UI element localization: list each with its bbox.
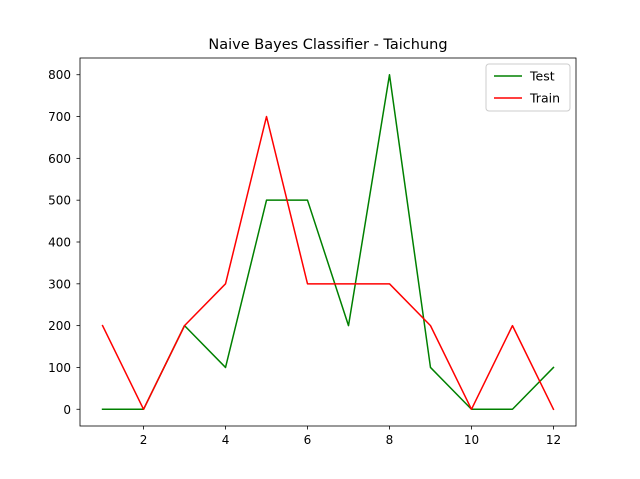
x-tick-label: 10 — [464, 433, 479, 447]
y-tick-label: 800 — [48, 68, 71, 82]
legend-label: Train — [529, 91, 560, 106]
axes-layer: 2 4 6 8 10 12 0 100 200 300 400 500 600 700 800 — [48, 57, 577, 447]
y-tick-label: 100 — [48, 361, 71, 375]
y-tick-label: 700 — [48, 110, 71, 124]
x-tick-label: 4 — [222, 433, 230, 447]
series-layer — [101, 73, 555, 411]
x-tick-label: 2 — [140, 433, 148, 447]
y-tick-label: 400 — [48, 236, 71, 250]
y-tick-label: 600 — [48, 152, 71, 166]
y-tick-label: 200 — [48, 319, 71, 333]
y-tick-label: 300 — [48, 277, 71, 291]
x-tick-label: 6 — [304, 433, 312, 447]
x-tick-label: 12 — [546, 433, 561, 447]
legend-label: Test — [529, 69, 555, 84]
x-tick-label: 8 — [386, 433, 394, 447]
series-line-train — [101, 115, 555, 411]
y-tick-label: 0 — [63, 403, 71, 417]
chart-title: Naive Bayes Classifier - Taichung — [208, 37, 447, 53]
y-tick-label: 500 — [48, 194, 71, 208]
legend: Test Train — [485, 63, 571, 112]
